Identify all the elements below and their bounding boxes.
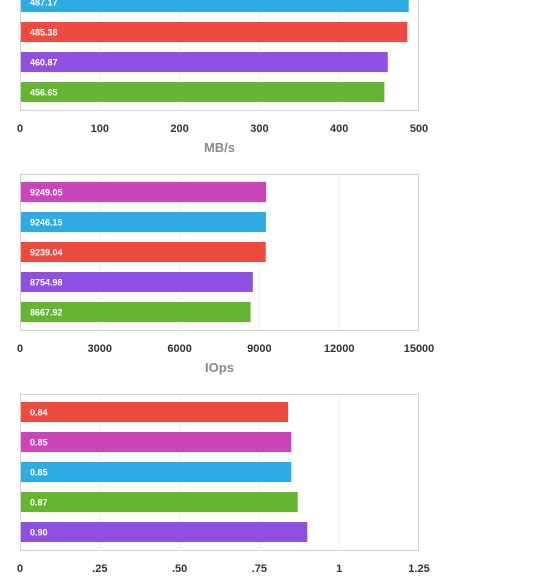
x-tick-label: 0 [17, 123, 23, 135]
bar [21, 492, 298, 512]
x-tick-label: 200 [170, 123, 188, 135]
x-tick-label: 9000 [247, 343, 271, 355]
x-tick-label: 0 [17, 563, 23, 575]
x-tick-label: .25 [92, 563, 107, 575]
bar-value-label: 9246.15 [30, 218, 63, 228]
x-tick-label: 500 [410, 123, 428, 135]
x-tick-label: 1.25 [408, 563, 429, 575]
bar [21, 242, 266, 262]
x-tick-label: .50 [172, 563, 187, 575]
bar-value-label: 0.84 [30, 408, 48, 418]
bar [21, 82, 385, 102]
chart-3: 0.84 0.85 0.85 0.87 0.90 0 .25 .50 .75 1 1.25 [17, 394, 430, 575]
bar [21, 302, 251, 322]
x-axis-title: MB/s [204, 140, 235, 155]
bar-value-label: 8667.92 [30, 308, 63, 318]
bar-value-label: 0.85 [30, 438, 48, 448]
bar-value-label: 9249.05 [30, 188, 63, 198]
chart-1: 487.17 485.38 460.87 456.65 0 100 200 300 400 500… [17, 0, 428, 155]
x-tick-label: 0 [17, 343, 23, 355]
x-tick-label: 1 [336, 563, 342, 575]
chart-2: 9249.05 9246.15 9239.04 8754.98 8667.92 0 3000… [17, 174, 434, 375]
x-tick-label: 3000 [88, 343, 112, 355]
bar-value-label: 485.38 [30, 28, 58, 38]
bar [21, 52, 388, 72]
bar-value-label: 487.17 [30, 0, 58, 8]
bar-value-label: 0.85 [30, 468, 48, 478]
bar-value-label: 0.90 [30, 528, 48, 538]
bar [21, 272, 253, 292]
bar [21, 182, 267, 202]
x-tick-label: .75 [252, 563, 267, 575]
x-tick-label: 15000 [404, 343, 435, 355]
bar [21, 402, 289, 422]
bar-value-label: 460.87 [30, 58, 58, 68]
bar [21, 212, 266, 232]
x-tick-label: 6000 [167, 343, 191, 355]
x-tick-label: 300 [250, 123, 268, 135]
bar-value-label: 9239.04 [30, 248, 63, 258]
bar-value-label: 8754.98 [30, 278, 63, 288]
x-tick-label: 400 [330, 123, 348, 135]
x-axis-title: IOps [205, 360, 234, 375]
bar [21, 462, 292, 482]
x-tick-label: 100 [91, 123, 109, 135]
bar-value-label: 456.65 [30, 88, 58, 98]
bar [21, 432, 292, 452]
bar [21, 0, 409, 12]
x-tick-label: 12000 [324, 343, 355, 355]
bar-value-label: 0.87 [30, 498, 48, 508]
bar [21, 522, 308, 542]
bar [21, 22, 408, 42]
